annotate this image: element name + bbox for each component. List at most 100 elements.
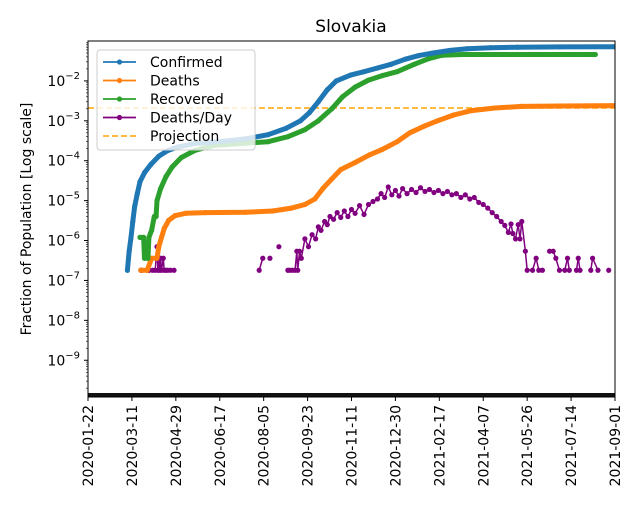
data-point — [265, 139, 271, 145]
legend-label: Deaths/Day — [150, 111, 232, 127]
data-point — [242, 209, 248, 215]
data-point — [156, 244, 162, 250]
data-point — [378, 190, 384, 197]
data-point — [411, 61, 417, 67]
data-point — [309, 232, 315, 238]
data-point — [388, 61, 394, 67]
data-point — [318, 227, 324, 233]
data-point — [440, 190, 446, 197]
data-point — [137, 234, 143, 240]
y-tick-label: 10−6 — [47, 231, 80, 250]
data-point — [288, 205, 295, 211]
data-point — [524, 267, 530, 273]
x-tick-label: 2020-01-22 — [81, 405, 97, 486]
data-point — [312, 196, 318, 202]
data-point — [256, 267, 262, 273]
data-point — [399, 186, 406, 192]
data-point — [505, 229, 511, 235]
data-point — [476, 199, 482, 206]
data-point — [157, 186, 164, 192]
data-point — [464, 46, 470, 52]
legend-frame — [96, 49, 256, 151]
data-point — [402, 56, 408, 62]
y-tick-label: 10−3 — [47, 111, 80, 130]
data-point — [556, 103, 563, 109]
y-tick-label: 10−5 — [47, 191, 80, 210]
data-point — [161, 225, 167, 232]
data-point — [416, 53, 422, 59]
data-point — [330, 216, 337, 222]
data-point — [480, 201, 486, 208]
data-point — [361, 69, 367, 75]
x-tick-label: 2020-04-29 — [169, 405, 185, 486]
data-point — [276, 244, 282, 250]
data-point — [460, 51, 466, 58]
series-segment — [300, 238, 306, 259]
data-point — [422, 123, 428, 129]
data-point — [417, 185, 424, 191]
data-point — [539, 267, 546, 273]
data-point — [606, 267, 612, 273]
data-point — [341, 208, 347, 214]
data-point — [575, 255, 581, 261]
legend-item-projection: Projection — [103, 129, 219, 145]
x-tick-label: 2021-07-14 — [564, 405, 580, 486]
data-point — [413, 189, 419, 196]
data-point — [329, 176, 335, 182]
data-point — [167, 267, 174, 273]
y-axis: 10−9 10−8 10−7 10−6 10−5 10−4 10−3 10−2 — [47, 42, 88, 389]
data-point — [313, 236, 319, 242]
legend-label: Confirmed — [150, 55, 223, 71]
data-point — [556, 267, 563, 273]
legend-item-confirmed: Confirmed — [103, 55, 223, 71]
data-point — [137, 178, 143, 185]
data-point — [154, 255, 160, 261]
data-point — [153, 213, 159, 220]
data-point — [345, 213, 351, 220]
y-tick-label: 10−9 — [47, 350, 80, 369]
data-point — [145, 255, 151, 261]
data-point — [522, 248, 528, 254]
data-point — [396, 193, 402, 199]
data-point — [302, 201, 308, 208]
data-point — [550, 248, 556, 254]
data-point — [348, 206, 355, 213]
data-point — [327, 213, 333, 220]
data-point — [514, 44, 520, 50]
legend-label: Recovered — [150, 92, 224, 108]
data-point — [140, 234, 147, 240]
data-point — [315, 99, 321, 105]
legend-marker — [116, 77, 123, 84]
data-point — [166, 217, 172, 223]
data-point — [529, 267, 536, 273]
data-point — [562, 267, 568, 273]
y-tick-label: 10−7 — [47, 270, 80, 289]
data-point — [298, 255, 304, 261]
data-point — [146, 234, 152, 240]
data-point — [283, 125, 289, 131]
x-tick-label: 2021-05-26 — [520, 405, 536, 486]
legend-item-recovered: Recovered — [103, 92, 224, 108]
data-point — [260, 255, 266, 261]
data-point — [374, 65, 381, 71]
data-point — [339, 94, 346, 100]
data-point — [324, 87, 330, 93]
data-point — [306, 110, 312, 116]
data-point — [449, 192, 455, 198]
data-point — [588, 267, 594, 273]
data-point — [370, 198, 376, 205]
data-point — [533, 255, 539, 261]
data-point — [444, 188, 450, 195]
data-point — [447, 47, 453, 54]
data-point — [389, 192, 395, 198]
data-point — [148, 161, 154, 168]
data-point — [338, 214, 344, 220]
data-point — [468, 108, 475, 114]
data-point — [430, 50, 436, 56]
data-point — [163, 174, 169, 180]
data-point — [392, 187, 399, 194]
data-point — [138, 267, 144, 273]
data-point — [379, 146, 385, 153]
legend-label: Deaths — [150, 74, 200, 90]
